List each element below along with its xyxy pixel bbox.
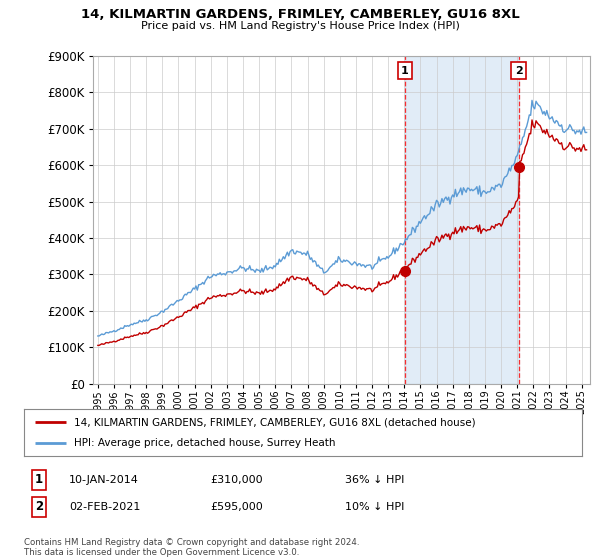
Text: 1: 1 [35,473,43,487]
Text: 02-FEB-2021: 02-FEB-2021 [69,502,140,512]
Text: Price paid vs. HM Land Registry's House Price Index (HPI): Price paid vs. HM Land Registry's House … [140,21,460,31]
Text: 2: 2 [515,66,523,76]
Bar [405,56,518,384]
Text: 10-JAN-2014: 10-JAN-2014 [69,475,139,485]
Text: 1: 1 [401,66,409,76]
Text: £595,000: £595,000 [210,502,263,512]
Text: £310,000: £310,000 [210,475,263,485]
Text: 36% ↓ HPI: 36% ↓ HPI [345,475,404,485]
Text: HPI: Average price, detached house, Surrey Heath: HPI: Average price, detached house, Surr… [74,438,336,448]
Text: 10% ↓ HPI: 10% ↓ HPI [345,502,404,512]
Text: 14, KILMARTIN GARDENS, FRIMLEY, CAMBERLEY, GU16 8XL (detached house): 14, KILMARTIN GARDENS, FRIMLEY, CAMBERLE… [74,417,476,427]
Text: 14, KILMARTIN GARDENS, FRIMLEY, CAMBERLEY, GU16 8XL: 14, KILMARTIN GARDENS, FRIMLEY, CAMBERLE… [80,8,520,21]
Text: 2: 2 [35,500,43,514]
Text: Contains HM Land Registry data © Crown copyright and database right 2024.
This d: Contains HM Land Registry data © Crown c… [24,538,359,557]
